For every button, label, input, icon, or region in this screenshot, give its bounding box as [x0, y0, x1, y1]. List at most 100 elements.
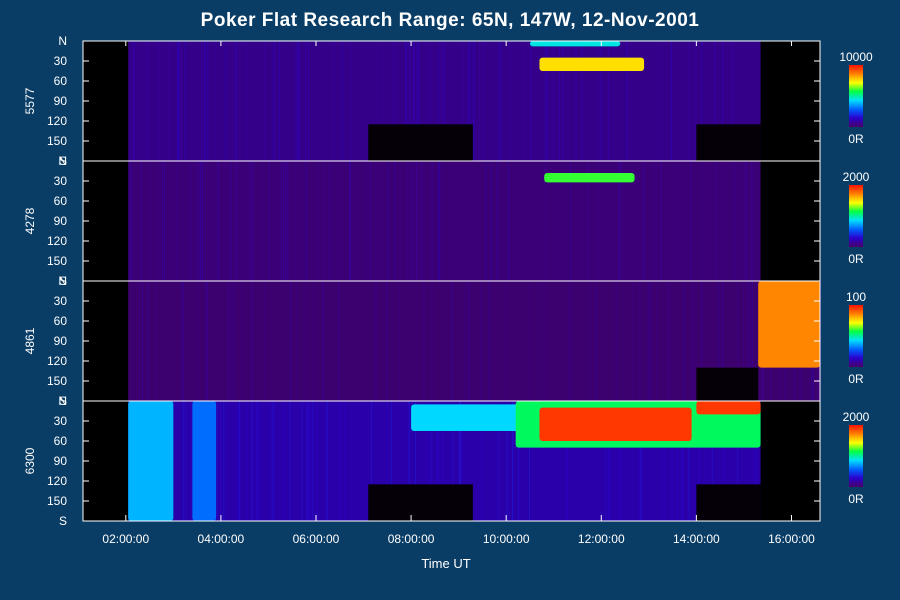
streak	[478, 41, 480, 161]
y-tick-label: 60	[54, 74, 68, 88]
streak	[497, 401, 499, 521]
panel-4861: N 30 60 90 120 150 S 4861 100 0R	[23, 274, 866, 408]
panel-label: 5577	[23, 87, 37, 114]
streak	[195, 161, 197, 281]
streak	[437, 401, 439, 521]
streak	[753, 401, 755, 521]
streak	[250, 281, 252, 401]
streak	[498, 41, 500, 161]
streak	[228, 281, 230, 401]
panel-label: 4278	[23, 207, 37, 234]
streak	[201, 41, 203, 161]
streak	[643, 161, 645, 281]
streak	[225, 41, 227, 161]
streak	[130, 161, 132, 281]
streak	[438, 401, 440, 521]
streak	[230, 281, 232, 401]
streak	[464, 281, 466, 401]
no-data-block	[696, 484, 761, 521]
streak	[221, 401, 223, 521]
streak	[417, 161, 419, 281]
y-tick-label: 120	[47, 474, 67, 488]
streak	[262, 161, 264, 281]
streak	[215, 161, 217, 281]
streak	[204, 41, 206, 161]
emission-feature	[696, 401, 761, 415]
streak	[660, 161, 662, 281]
streak	[264, 41, 266, 161]
streak	[607, 401, 609, 521]
streak	[581, 41, 583, 161]
streak	[692, 281, 694, 401]
streak	[258, 401, 260, 521]
streak	[545, 281, 547, 401]
streak	[179, 41, 181, 161]
streak	[452, 401, 454, 521]
no-data-block	[368, 124, 473, 161]
streak	[204, 281, 206, 401]
streak	[206, 281, 208, 401]
emission-background	[128, 161, 761, 281]
streak	[158, 41, 160, 161]
streak	[390, 401, 392, 521]
streak	[365, 161, 367, 281]
x-tick-label: 14:00:00	[673, 532, 720, 546]
streak	[461, 401, 463, 521]
streak	[676, 401, 678, 521]
streak	[191, 401, 193, 521]
streak	[499, 41, 501, 161]
streak	[694, 401, 696, 521]
streak	[252, 161, 254, 281]
streak	[329, 161, 331, 281]
streak	[442, 401, 444, 521]
streak	[732, 41, 734, 161]
streak	[181, 281, 183, 401]
streak	[182, 401, 184, 521]
streak	[595, 281, 597, 401]
x-tick-label: 08:00:00	[388, 532, 435, 546]
y-tick-label: 150	[47, 254, 67, 268]
emission-feature	[539, 407, 692, 441]
streak	[413, 281, 415, 401]
y-tick-label: 90	[54, 454, 68, 468]
y-tick-label: S	[59, 154, 67, 168]
streak	[383, 41, 385, 161]
streak	[408, 401, 410, 521]
streak	[304, 41, 306, 161]
streak	[430, 41, 432, 161]
streak	[440, 161, 442, 281]
streak	[270, 401, 272, 521]
streak	[273, 401, 275, 521]
streak	[575, 41, 577, 161]
streak	[349, 161, 351, 281]
streak	[619, 401, 621, 521]
streak	[451, 281, 453, 401]
streak	[255, 401, 257, 521]
streak	[442, 41, 444, 161]
streak	[241, 281, 243, 401]
streak	[681, 401, 683, 521]
streak	[660, 161, 662, 281]
streak	[253, 401, 255, 521]
streak	[305, 161, 307, 281]
x-tick-label: 06:00:00	[293, 532, 340, 546]
y-tick-label: N	[58, 154, 67, 168]
streak	[558, 41, 560, 161]
streak	[632, 281, 634, 401]
streak	[154, 281, 156, 401]
streak	[561, 41, 563, 161]
streak	[431, 281, 433, 401]
streak	[654, 161, 656, 281]
colorbar	[849, 305, 863, 367]
streak	[168, 41, 170, 161]
streak	[158, 161, 160, 281]
y-tick-label: N	[58, 34, 67, 48]
streak	[225, 161, 227, 281]
streak	[223, 401, 225, 521]
streak	[655, 161, 657, 281]
streak	[350, 41, 352, 161]
streak	[545, 41, 547, 161]
streak	[469, 281, 471, 401]
y-tick-label: 120	[47, 354, 67, 368]
